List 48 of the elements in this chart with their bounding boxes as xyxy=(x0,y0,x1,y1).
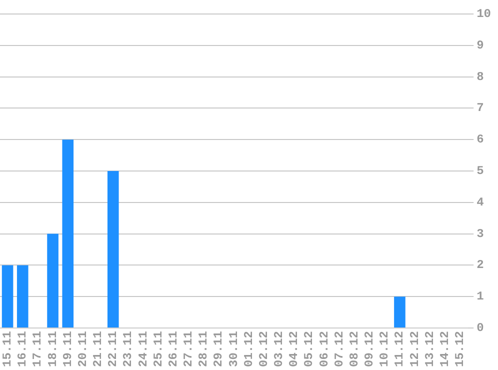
x-tick-label: 10.12 xyxy=(378,330,392,368)
y-tick-label: 6 xyxy=(476,132,484,147)
x-tick-label: 02.12 xyxy=(256,330,271,368)
y-tick-label: 3 xyxy=(476,226,484,241)
x-tick-label: 11.12 xyxy=(392,330,407,368)
x-tick-label: 16.11 xyxy=(16,330,30,368)
x-tick-label: 23.11 xyxy=(121,330,136,368)
x-tick-label: 21.11 xyxy=(91,330,106,368)
y-tick-label: 8 xyxy=(476,70,484,84)
y-tick-label: 0 xyxy=(476,321,484,336)
x-tick-label: 25.11 xyxy=(151,330,166,368)
bar xyxy=(16,265,28,328)
bar xyxy=(107,170,119,328)
x-tick-label: 01.12 xyxy=(242,330,256,368)
bar xyxy=(62,140,74,328)
x-tick-label: 29.11 xyxy=(212,330,226,368)
x-tick-label: 19.11 xyxy=(60,330,75,368)
x-tick-label: 03.12 xyxy=(272,330,286,368)
y-tick-label: 7 xyxy=(476,101,484,116)
x-tick-label: 14.12 xyxy=(438,330,452,368)
x-tick-label: 26.11 xyxy=(166,330,180,368)
x-tick-label: 09.12 xyxy=(362,330,377,368)
x-tick-label: 20.11 xyxy=(76,330,90,368)
x-tick-label: 30.11 xyxy=(226,330,241,368)
y-tick-label: 10 xyxy=(476,7,492,22)
x-tick-label: 08.12 xyxy=(347,330,362,368)
x-tick-label: 06.12 xyxy=(317,330,332,368)
x-tick-label: 28.11 xyxy=(196,330,211,368)
x-tick-label: 07.12 xyxy=(332,330,346,368)
x-tick-label: 22.11 xyxy=(106,330,120,368)
x-tick-label: 15.11 xyxy=(0,330,15,368)
bar xyxy=(2,265,14,328)
y-tick-label: 4 xyxy=(476,195,484,210)
x-tick-label: 12.12 xyxy=(408,330,422,368)
bar xyxy=(47,234,58,328)
x-tick-label: 24.11 xyxy=(136,330,150,368)
bar xyxy=(394,296,406,328)
y-tick-label: 2 xyxy=(476,258,484,272)
x-tick-label: 05.12 xyxy=(302,330,316,368)
y-tick-label: 5 xyxy=(476,164,484,178)
x-tick-label: 04.12 xyxy=(287,330,302,368)
x-tick-label: 18.11 xyxy=(46,330,60,368)
x-tick-label: 15.12 xyxy=(453,330,468,368)
y-tick-label: 1 xyxy=(476,290,484,304)
x-tick-label: 27.11 xyxy=(182,330,196,368)
x-tick-label: 13.12 xyxy=(422,330,437,368)
x-tick-label: 17.11 xyxy=(30,330,45,368)
y-tick-label: 9 xyxy=(476,38,484,52)
